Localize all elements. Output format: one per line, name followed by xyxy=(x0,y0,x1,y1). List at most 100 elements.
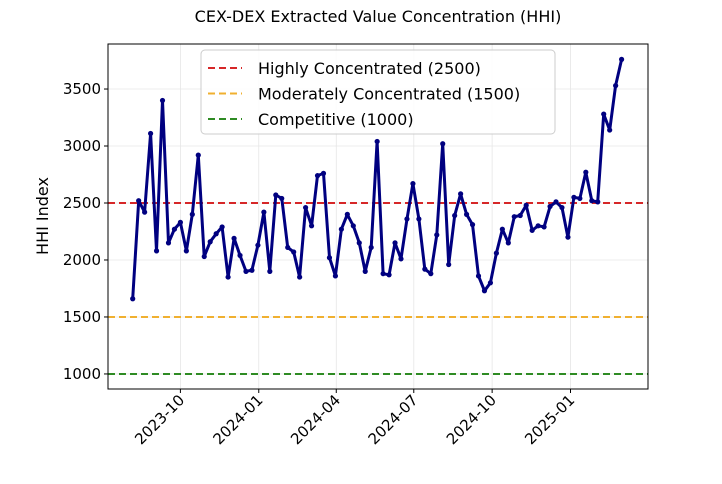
x-tick-label: 2025-01 xyxy=(521,391,578,448)
data-point xyxy=(463,211,470,217)
data-point xyxy=(386,272,392,278)
data-point xyxy=(469,222,476,228)
data-point xyxy=(225,274,231,280)
data-point xyxy=(541,224,547,230)
data-point xyxy=(571,194,577,200)
y-tick-label: 3000 xyxy=(63,137,101,155)
data-point xyxy=(577,195,583,202)
data-point xyxy=(565,234,571,240)
data-point xyxy=(613,83,619,89)
data-point xyxy=(493,250,499,256)
data-point xyxy=(595,199,601,205)
data-point xyxy=(583,169,589,175)
series-hhi xyxy=(130,56,625,302)
data-point xyxy=(475,273,482,279)
data-point xyxy=(326,255,333,261)
data-point xyxy=(511,214,517,220)
data-point xyxy=(279,195,285,202)
y-tick-label: 2000 xyxy=(63,251,101,269)
data-point xyxy=(547,203,553,210)
x-tick-label: 2024-01 xyxy=(210,391,267,448)
legend: Highly Concentrated (2500) Moderately Con… xyxy=(200,49,556,135)
data-point xyxy=(529,227,535,233)
data-point xyxy=(356,240,362,246)
legend-box xyxy=(200,49,556,135)
data-point xyxy=(267,268,273,274)
data-point xyxy=(422,266,428,272)
data-point xyxy=(320,170,327,176)
data-point xyxy=(440,141,446,147)
data-point xyxy=(499,226,505,232)
data-point xyxy=(297,274,303,280)
data-point xyxy=(142,209,148,215)
data-point xyxy=(392,240,398,246)
data-point xyxy=(487,280,494,286)
x-tick-label: 2024-10 xyxy=(443,391,500,448)
data-point xyxy=(434,232,440,238)
data-point xyxy=(446,261,452,268)
data-point xyxy=(261,209,267,215)
data-point xyxy=(314,173,321,179)
data-point xyxy=(481,288,488,294)
data-point xyxy=(362,268,368,274)
data-point xyxy=(601,111,607,117)
data-point xyxy=(458,191,464,197)
plot-frame xyxy=(107,43,649,390)
data-point xyxy=(410,181,416,187)
data-point xyxy=(607,127,613,133)
data-point xyxy=(398,256,404,262)
data-point xyxy=(332,273,339,279)
data-point xyxy=(428,271,434,277)
legend-label: Competitive (1000) xyxy=(258,110,414,129)
data-point xyxy=(195,152,201,158)
data-point xyxy=(618,56,625,62)
data-point xyxy=(559,204,565,211)
data-point xyxy=(553,199,559,205)
data-point xyxy=(416,216,422,222)
data-point xyxy=(171,226,178,232)
data-point xyxy=(350,223,356,229)
data-point xyxy=(136,198,142,204)
data-point xyxy=(505,240,511,246)
data-point xyxy=(344,211,350,217)
data-point xyxy=(201,253,207,260)
reference-lines xyxy=(108,201,648,375)
data-point xyxy=(237,252,243,259)
data-point xyxy=(231,235,237,241)
data-point xyxy=(291,249,297,255)
y-tick-label: 1000 xyxy=(63,365,101,383)
axis-ticks: 1000 1500 2000 2500 3000 3500 2023-10 2024-01 20… xyxy=(63,80,579,448)
data-point xyxy=(368,244,374,251)
data-point xyxy=(285,244,291,251)
data-point xyxy=(207,239,213,245)
data-point xyxy=(589,198,595,204)
data-point xyxy=(255,242,261,248)
data-point xyxy=(165,240,172,246)
data-point xyxy=(213,231,219,237)
data-point xyxy=(183,248,189,254)
y-tick-label: 2500 xyxy=(63,194,101,212)
data-point xyxy=(243,268,249,274)
data-point xyxy=(249,267,255,273)
chart-title: CEX-DEX Extracted Value Concentration (H… xyxy=(195,7,562,26)
data-point xyxy=(303,204,309,211)
data-point xyxy=(153,248,160,254)
x-tick-label: 2024-04 xyxy=(287,391,344,448)
data-point xyxy=(452,212,458,219)
legend-label: Highly Concentrated (2500) xyxy=(258,59,481,78)
data-point xyxy=(338,226,344,232)
data-point xyxy=(177,219,183,225)
data-point xyxy=(273,192,279,198)
data-point xyxy=(523,202,529,208)
data-point xyxy=(535,223,541,229)
legend-label: Moderately Concentrated (1500) xyxy=(258,85,520,104)
data-point xyxy=(308,223,315,229)
data-point xyxy=(189,211,195,217)
y-axis-label: HHI Index xyxy=(33,177,52,255)
data-point xyxy=(404,216,410,222)
data-point xyxy=(380,271,386,277)
data-point xyxy=(374,138,380,145)
data-point xyxy=(147,130,154,137)
x-tick-label: 2023-10 xyxy=(131,391,188,448)
